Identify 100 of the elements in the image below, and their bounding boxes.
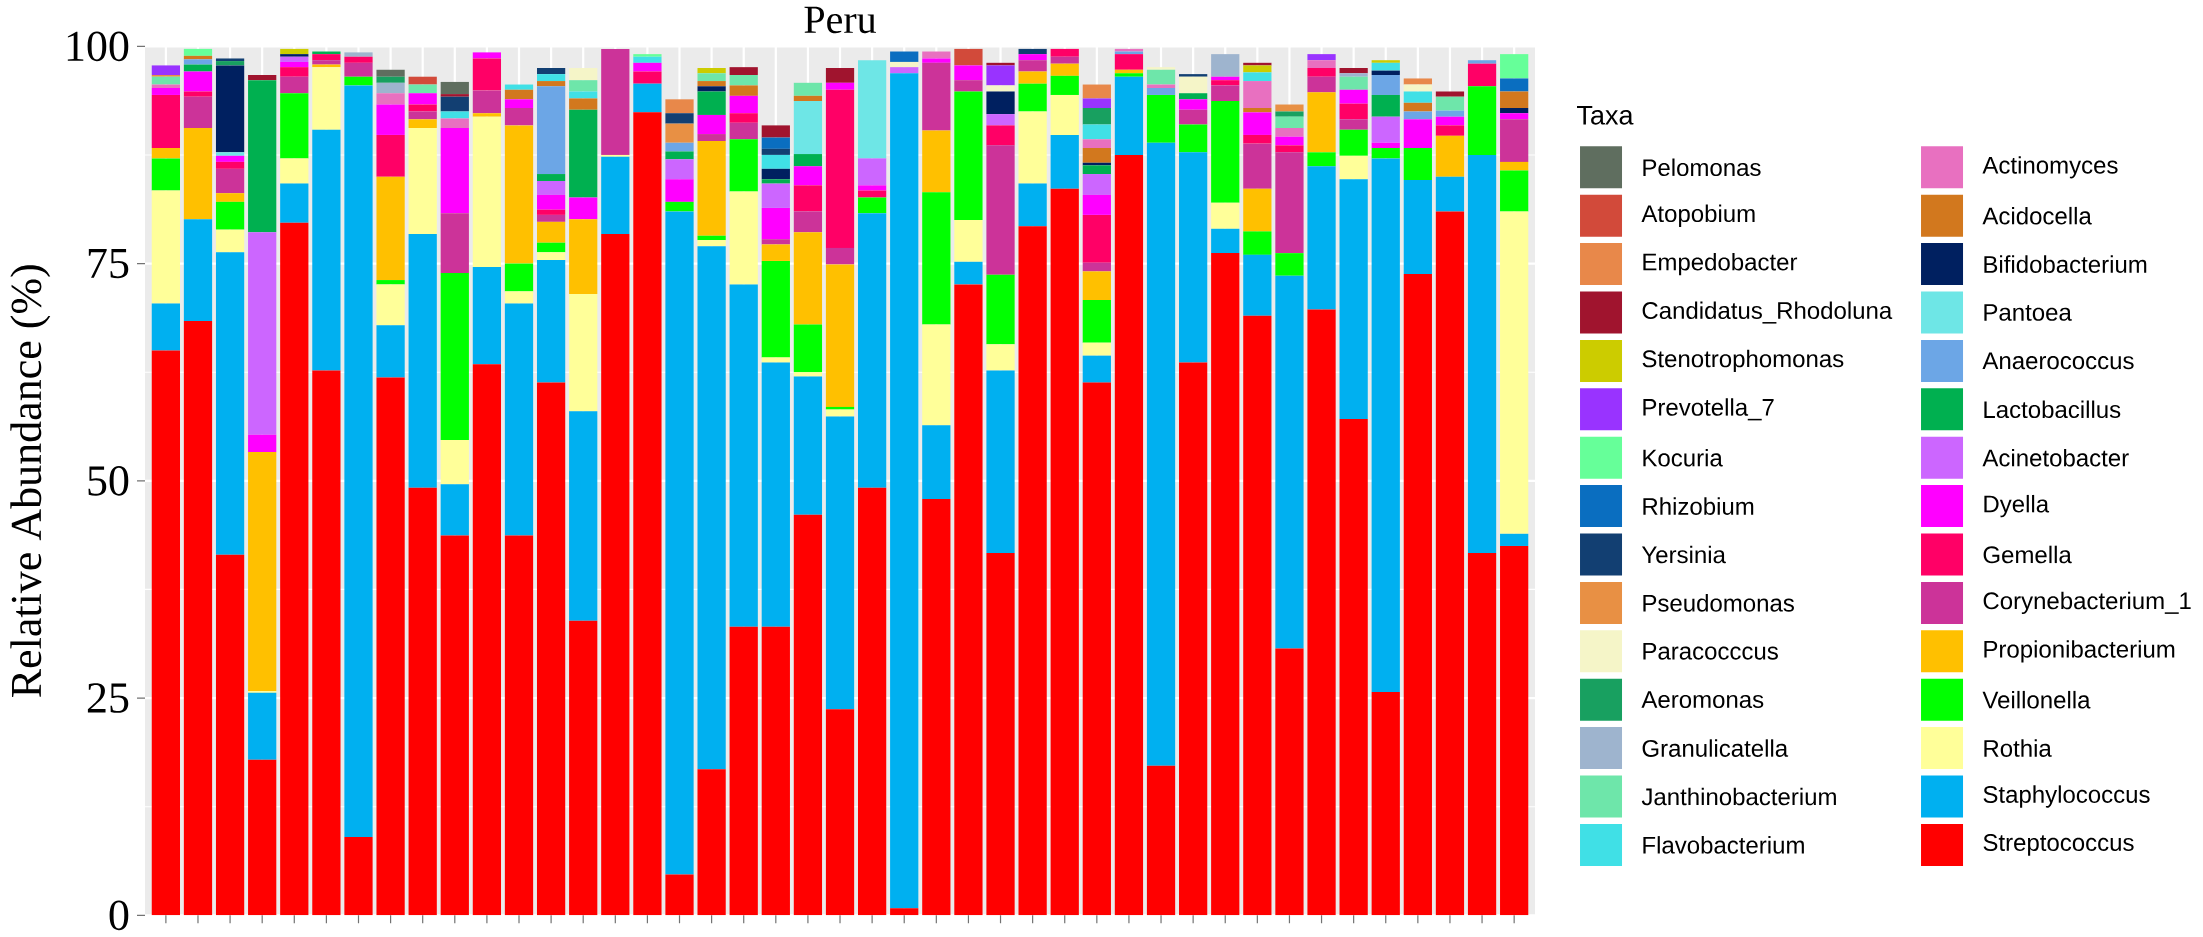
bar [890,51,919,62]
bar [954,220,983,262]
bar [761,244,790,261]
bar [1307,76,1336,93]
legend-label: Veillonella [1982,690,2091,709]
bar [1243,65,1272,73]
bar [1435,135,1465,177]
bar [312,67,341,130]
bar [440,81,469,95]
bar [1307,68,1336,77]
bar [633,56,662,63]
bar [536,74,566,82]
bar [1243,231,1272,255]
legend-label: Paracocccus [1643,642,1778,660]
legend-label: Stenotrophomonas [1642,349,1844,373]
bar [1179,76,1208,94]
legend-label: Acidocella [1982,206,2092,225]
legend-label: Gemella [1983,545,2072,564]
bar [729,139,758,192]
bar [1082,300,1111,343]
bar [215,155,245,162]
legend-label: Staphylococcus [1983,785,2150,808]
bar [857,487,887,916]
bar [376,176,405,281]
bar [376,69,405,77]
bar [215,161,245,169]
bar [633,83,662,113]
bar [151,65,181,75]
bar [1371,691,1400,916]
bar [1082,342,1111,356]
bar [1339,155,1368,180]
bar [1018,226,1047,916]
legend-label: Streptococcus [1983,834,2134,856]
bar [761,239,790,245]
bar [1307,54,1336,61]
bar [344,62,373,77]
legend-label: Anaerococcus [1982,352,2134,370]
bar [986,85,1015,92]
bar [1339,129,1368,156]
bar [1243,315,1272,916]
y-tick-label: 100 [67,31,129,62]
bar [183,320,213,916]
bar [986,65,1015,86]
bar [857,213,887,488]
bar [248,232,277,435]
bar [1275,253,1304,276]
bar [761,148,790,155]
bar [986,114,1015,126]
bar [601,48,630,155]
bar [729,284,758,627]
bar [729,67,758,75]
bar [1179,74,1208,77]
bar [215,201,245,230]
bar [472,267,502,365]
bar [729,191,758,285]
bar [697,769,726,916]
bar [376,325,405,378]
bar [1307,309,1336,916]
bar [633,54,662,57]
bar [665,211,694,875]
bar [922,130,951,193]
bar [504,291,534,304]
bar [440,94,469,97]
bar [1018,183,1047,227]
bar [569,197,598,220]
bar [665,142,694,152]
bar [440,535,469,916]
legend-label: Rothia [1984,739,2052,757]
bar [857,197,887,214]
bar [1146,69,1176,85]
bar [215,193,245,202]
bar [569,68,598,81]
bar [633,71,662,84]
legend-label: Pantoea [1984,304,2072,321]
bar [1371,94,1400,117]
bar [793,211,823,233]
bar [1500,211,1529,534]
bar [1146,88,1176,95]
legend-label: Flavobacterium [1643,836,1804,854]
bar [954,48,983,66]
bar [1211,202,1240,229]
bar [697,240,726,247]
bar [1500,533,1529,546]
bar [504,303,534,536]
bar [793,324,823,373]
bar [1050,75,1079,95]
bar [1211,101,1240,203]
bar [151,94,181,148]
bar [376,280,405,285]
bar [697,86,726,92]
bar [1082,124,1111,140]
bar [1435,116,1465,126]
bar [1500,170,1529,212]
bar [825,709,855,916]
bar [280,76,309,94]
bar [248,759,277,916]
bar [1339,103,1368,120]
bar [665,151,694,160]
legend-label: Empedobacter [1643,252,1798,276]
bar [1403,147,1432,181]
